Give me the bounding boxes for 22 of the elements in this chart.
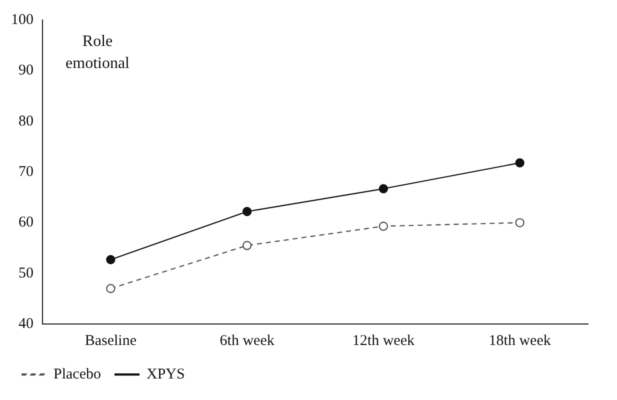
y-tick-label: 70 xyxy=(18,164,34,180)
x-tick-label: 18th week xyxy=(488,332,552,349)
x-tick-label: Baseline xyxy=(84,332,137,349)
y-tick-label: 50 xyxy=(18,265,34,282)
point xyxy=(106,284,116,294)
legend-label: Placebo xyxy=(54,366,101,382)
point xyxy=(242,240,252,250)
y-tick-label: 100 xyxy=(11,12,34,28)
point xyxy=(242,206,252,216)
point xyxy=(515,158,524,168)
x-tick-label: 12th week xyxy=(352,332,415,349)
point xyxy=(378,222,388,231)
point xyxy=(515,218,524,228)
y-tick-label: 80 xyxy=(18,113,34,130)
x-tick-label: 6th week xyxy=(220,332,275,349)
y-tick-label: 60 xyxy=(18,214,34,231)
point xyxy=(378,184,388,194)
point xyxy=(106,255,116,264)
y-tick-label: 40 xyxy=(18,316,34,332)
legend-label: XPYS xyxy=(146,366,185,382)
annotation: Role emotional xyxy=(66,33,130,72)
y-tick-label: 90 xyxy=(18,62,34,79)
